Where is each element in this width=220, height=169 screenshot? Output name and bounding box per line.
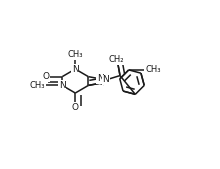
Text: CH₃: CH₃ (68, 50, 83, 59)
Text: O: O (42, 72, 49, 81)
Text: O: O (72, 103, 79, 112)
Text: N: N (103, 75, 109, 84)
Text: CH₃: CH₃ (145, 65, 161, 74)
Text: N: N (59, 81, 66, 90)
Text: CH₃: CH₃ (29, 81, 45, 90)
Text: N: N (97, 74, 104, 83)
Text: N: N (72, 65, 79, 74)
Text: CH₂: CH₂ (108, 55, 124, 64)
